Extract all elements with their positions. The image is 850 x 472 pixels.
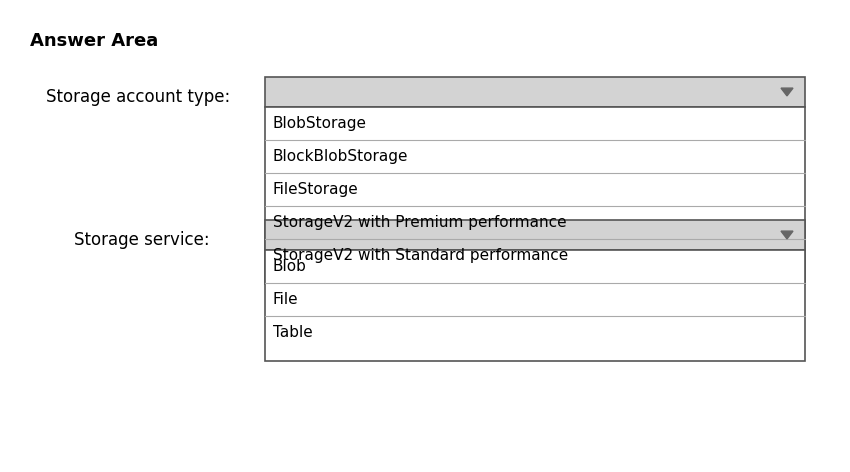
Text: BlobStorage: BlobStorage: [273, 116, 367, 131]
Text: StorageV2 with Premium performance: StorageV2 with Premium performance: [273, 215, 567, 230]
Polygon shape: [781, 231, 793, 239]
Text: Table: Table: [273, 325, 313, 340]
Text: Blob: Blob: [273, 259, 307, 274]
Bar: [265, 107, 805, 284]
Text: Storage account type:: Storage account type:: [46, 88, 230, 106]
Text: File: File: [273, 292, 298, 307]
Bar: [265, 220, 805, 250]
Bar: [265, 77, 805, 107]
Text: StorageV2 with Standard performance: StorageV2 with Standard performance: [273, 248, 569, 263]
Text: FileStorage: FileStorage: [273, 182, 359, 197]
Text: Answer Area: Answer Area: [30, 32, 158, 50]
Polygon shape: [781, 88, 793, 96]
Bar: [265, 250, 805, 361]
Text: BlockBlobStorage: BlockBlobStorage: [273, 149, 409, 164]
Text: Storage service:: Storage service:: [74, 231, 210, 249]
